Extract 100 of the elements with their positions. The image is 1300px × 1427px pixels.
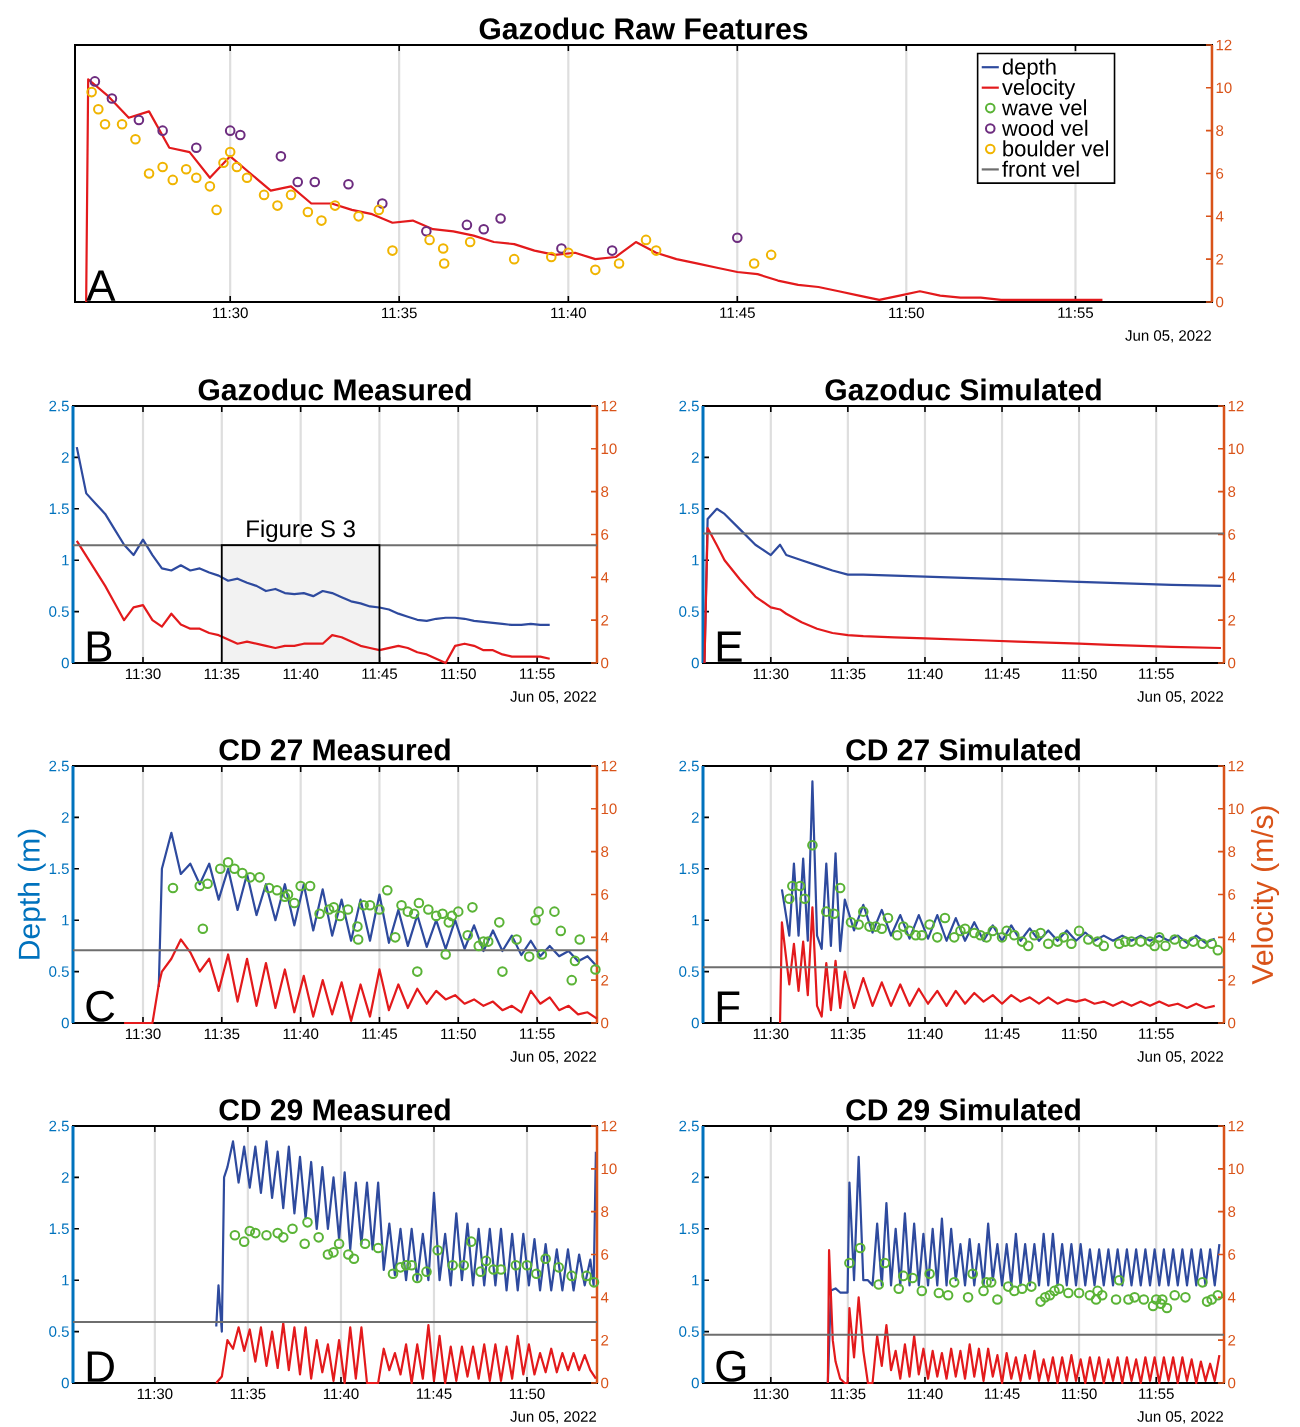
point [316,215,327,226]
point [1073,1287,1085,1299]
point [333,1238,345,1250]
y2-tick-label: 0 [601,1377,609,1389]
x-tick-label: 11:55 [1139,668,1174,679]
point [876,923,888,935]
y-tick-label: 1.5 [679,503,699,515]
point [1063,1287,1074,1299]
x-tick-label: 11:30 [753,668,789,680]
point [948,932,960,943]
point [374,904,385,915]
point [574,934,585,945]
point [475,1266,486,1277]
point [555,925,567,937]
point [423,904,434,915]
point [1180,1292,1191,1303]
y2-tick-label: 2 [1216,253,1224,265]
point [807,839,818,851]
point [272,1227,283,1239]
x-tick-label: 11:50 [1062,1028,1097,1040]
point [916,929,928,941]
point [893,1283,905,1295]
y-tick-label: 0 [61,657,69,669]
point [180,163,192,175]
chart-title: CD 29 Measured [219,1098,450,1121]
chart-title: CD 29 Simulated [846,1098,1080,1121]
point [613,258,625,269]
text: Jun 05, 2022 [1137,1411,1224,1424]
point [933,1287,945,1299]
point [167,174,179,186]
x-tick-label: 11:40 [907,668,943,680]
point [1083,934,1094,945]
y2-tick-label: 6 [601,889,609,900]
point [1092,1285,1103,1297]
point [1197,938,1208,950]
point [640,234,652,246]
line-series [122,938,599,1025]
point [556,243,567,254]
point [1187,936,1199,947]
y2-tick-label: 0 [601,657,609,669]
point [302,1217,313,1228]
point [1001,925,1012,937]
x-tick-label: 11:50 [441,1028,476,1040]
y-axis-title: Depth (m) [17,829,46,959]
y2-tick-label: 0 [1228,657,1236,669]
point [1009,1285,1020,1297]
annotation: F [717,991,740,1022]
chart-title: Gazoduc Raw Features [479,17,808,40]
point [244,1225,256,1237]
y2-tick-label: 4 [600,1292,609,1303]
point [510,1259,522,1271]
x-tick-label: 11:45 [416,1388,452,1399]
x-tick-label: 11:45 [362,1028,398,1039]
point [497,966,508,977]
x-tick-label: 11:30 [753,1028,789,1040]
point [277,1232,289,1243]
point [834,882,846,894]
point [1035,1296,1046,1307]
point [1066,938,1077,950]
x-tick-label: 11:50 [1062,1388,1097,1400]
point [981,1277,992,1288]
text: Jun 05, 2022 [510,691,597,704]
point [590,964,601,975]
x-tick-label: 11:40 [283,668,319,680]
point [882,912,894,924]
point [1197,1277,1208,1288]
point [395,1262,406,1273]
y-tick-label: 0.5 [49,966,69,977]
point [996,932,1008,943]
point [916,1285,928,1297]
point [1052,936,1063,947]
point [563,247,574,259]
y2-tick-label: 8 [601,486,609,497]
point [828,908,840,920]
point [413,897,425,909]
y2-tick-label: 6 [601,1249,609,1260]
x-tick-label: 11:30 [125,1028,161,1040]
x-tick-label: 11:30 [125,668,161,680]
x-tick-label: 11:45 [984,1388,1020,1399]
x-tick-label: 11:40 [907,1028,943,1040]
point [748,258,760,269]
point [222,857,234,868]
x-tick-label: 11:40 [551,307,586,319]
y2-tick-label: 8 [601,846,609,857]
point [566,974,578,986]
point [978,1285,989,1297]
point [473,940,485,952]
point [1092,936,1103,947]
point [1201,1296,1213,1307]
point [157,161,168,173]
y-tick-label: 0.5 [679,606,699,617]
y2-tick-label: 8 [1216,125,1224,136]
point [304,880,316,892]
point [1149,940,1160,952]
point [1049,1285,1060,1297]
point [488,1264,499,1275]
point [271,884,283,896]
y-tick-label: 0 [691,657,699,669]
x-tick-label: 11:40 [283,1028,319,1040]
point [235,129,246,141]
